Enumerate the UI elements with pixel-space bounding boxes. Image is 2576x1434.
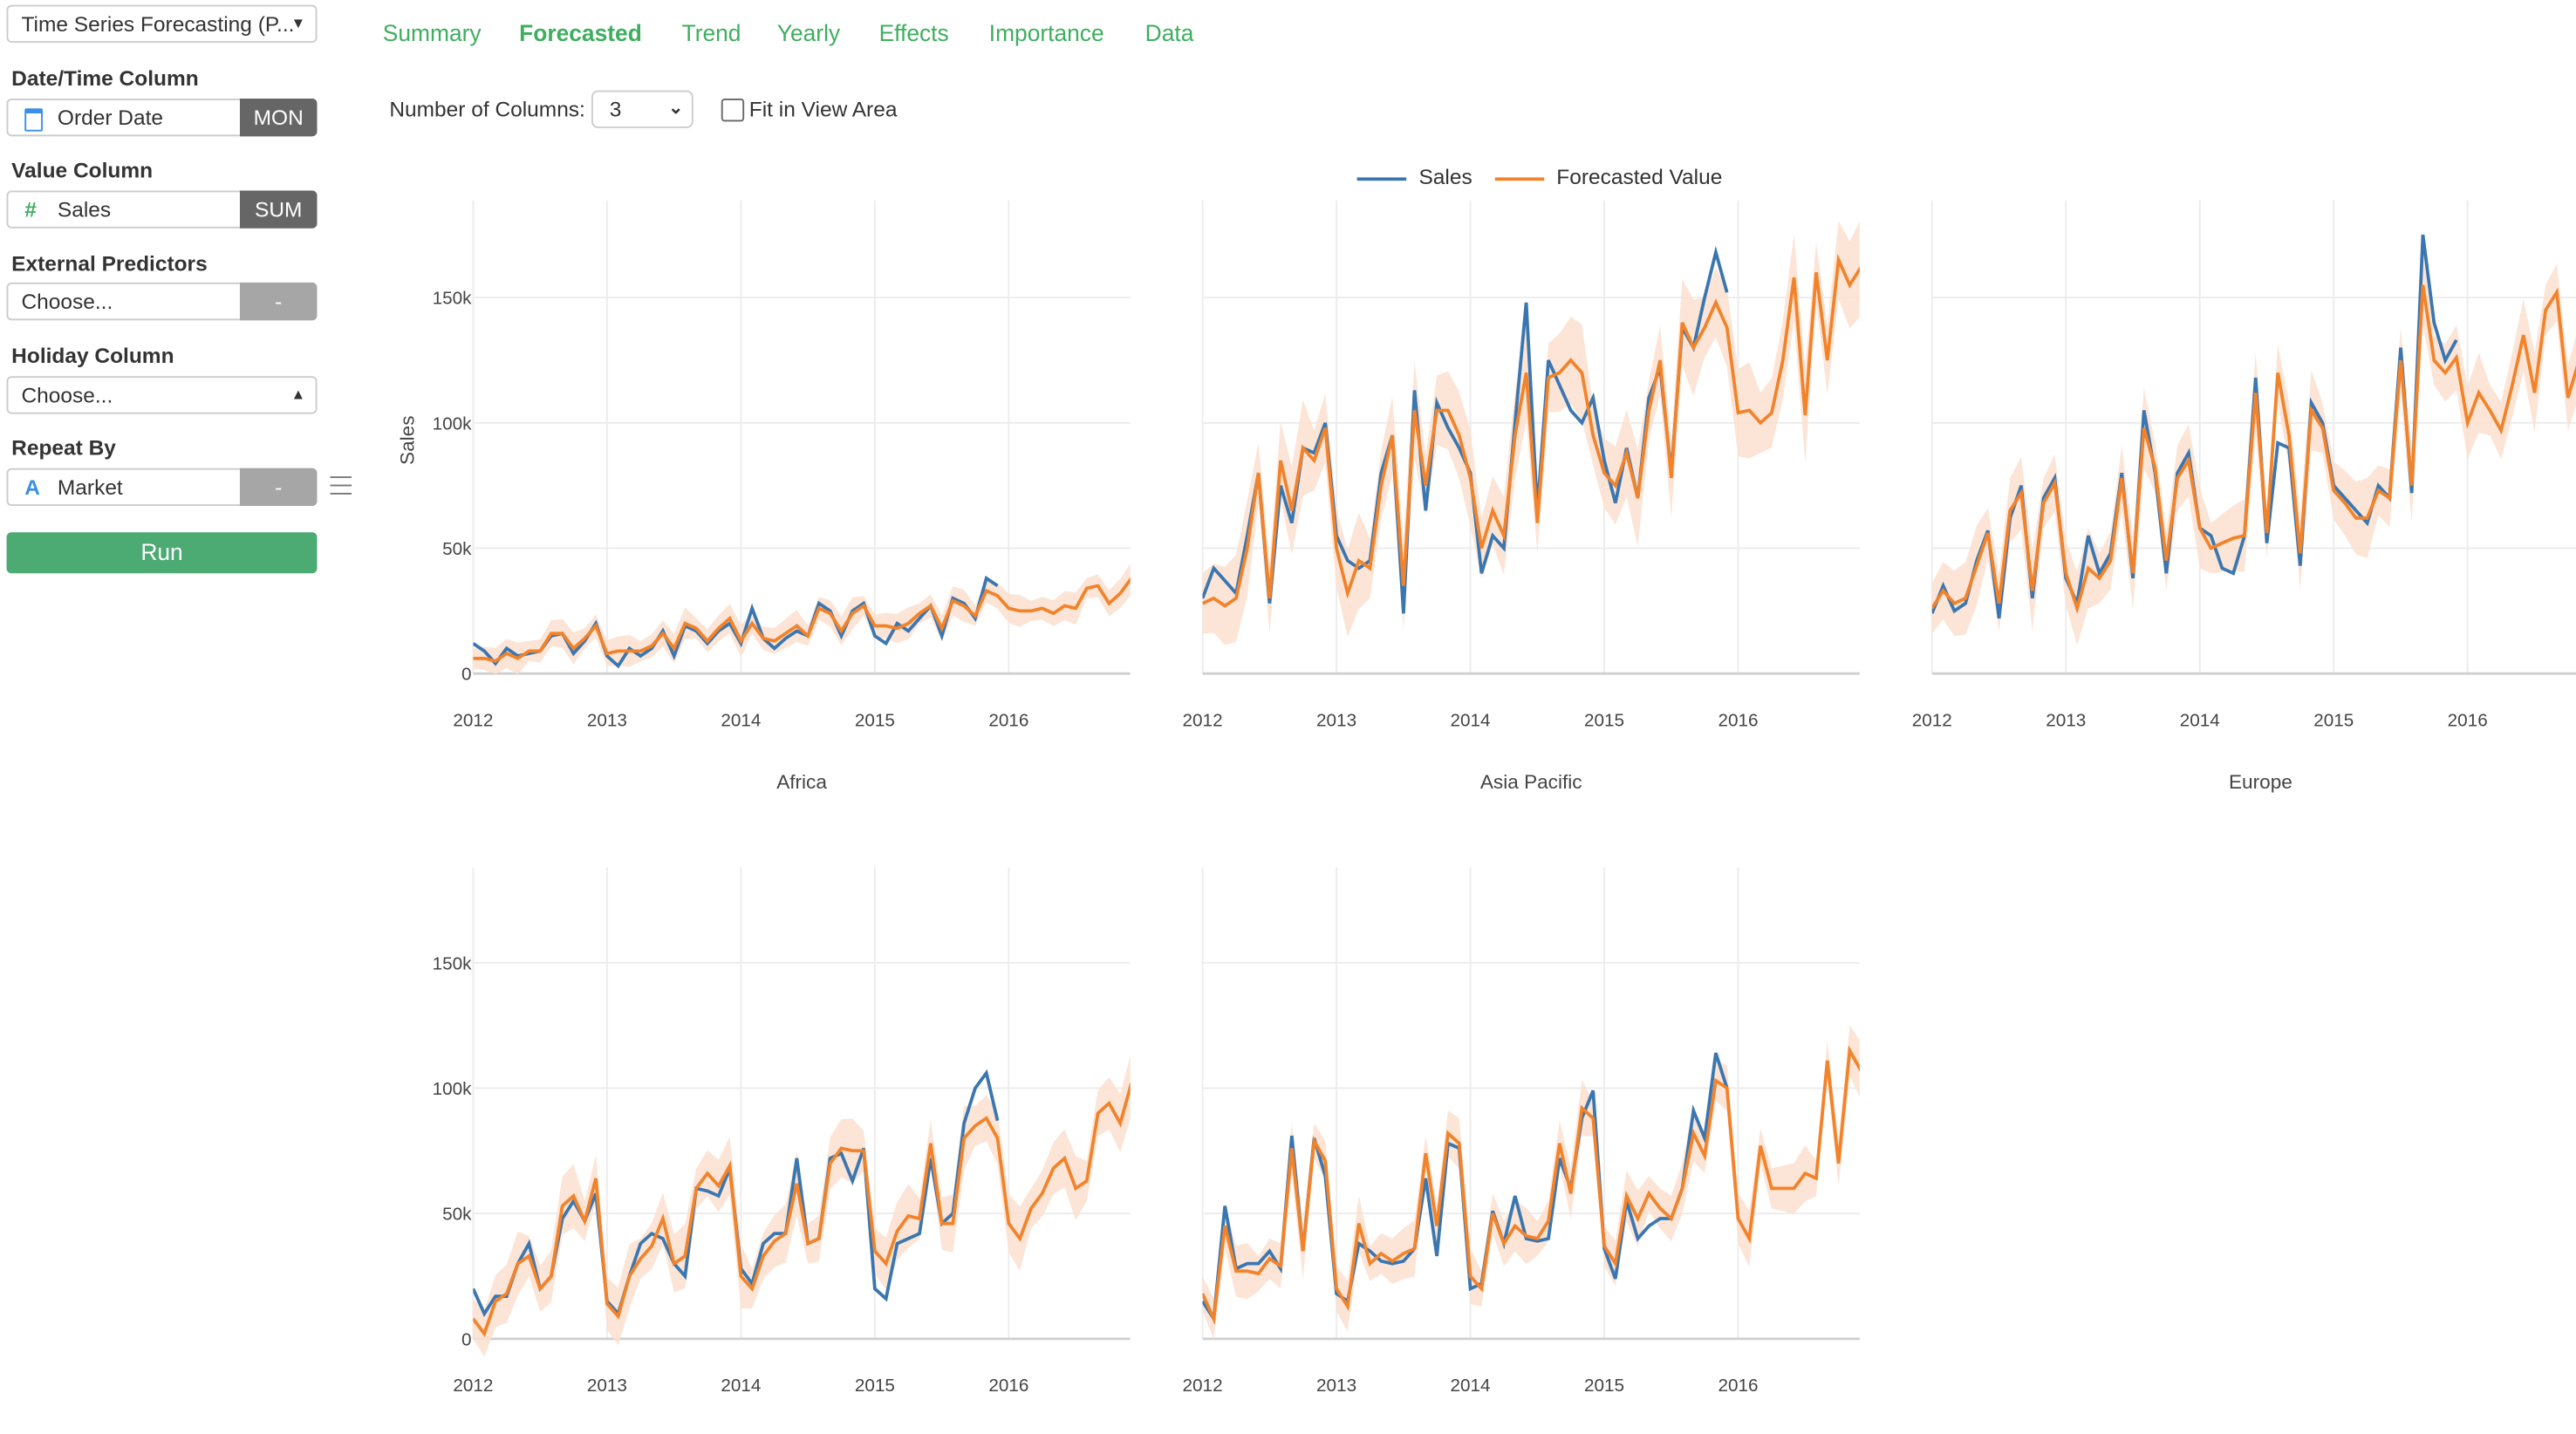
repeat-by-button[interactable]: -: [239, 468, 318, 507]
x-tick-label: 2014: [1451, 710, 1491, 730]
caret-down-icon: ▼: [290, 14, 306, 31]
analytics-type-value: Time Series Forecasting (P...: [21, 11, 295, 37]
x-tick-label: 2013: [587, 710, 627, 730]
forecast-line: [1202, 253, 1860, 608]
x-tick-label: 2015: [2313, 710, 2354, 730]
y-tick-label: 100k: [433, 1079, 473, 1099]
y-tick-label: 50k: [442, 1205, 472, 1225]
tab-forecasted[interactable]: Forecasted: [519, 19, 642, 46]
x-tick-label: 2013: [1316, 710, 1356, 730]
datetime-column-label: Date/Time Column: [11, 65, 199, 91]
holiday-column-value: Choose...: [21, 382, 113, 408]
external-predictors-value: Choose...: [21, 289, 113, 314]
sales-line: [1931, 234, 2458, 619]
forecast-line: [1202, 1045, 1860, 1325]
text-type-icon: A: [24, 475, 40, 500]
y-tick-label: 0: [461, 665, 472, 685]
x-tick-label: 2013: [1316, 1376, 1356, 1396]
number-hash-icon: #: [24, 196, 37, 222]
x-tick-label: 2014: [721, 710, 761, 730]
panel-title: Europe: [2229, 771, 2292, 793]
y-tick-label: 100k: [433, 413, 473, 434]
forecast-interval-band: [1931, 244, 2576, 645]
tab-summary[interactable]: Summary: [382, 19, 482, 46]
repeat-by-label: Repeat By: [11, 435, 116, 461]
forecast-interval-band: [473, 563, 1131, 675]
holiday-column-select[interactable]: Choose... ▲: [6, 376, 318, 414]
holiday-column-label: Holiday Column: [11, 343, 174, 368]
x-tick-label: 2012: [453, 1376, 493, 1396]
tab-data[interactable]: Data: [1145, 19, 1194, 46]
number-of-columns-select[interactable]: 3 ⌄: [591, 90, 694, 128]
y-tick-label: 150k: [433, 289, 473, 309]
x-tick-label: 2012: [1183, 710, 1223, 730]
value-column-value: Sales: [57, 196, 112, 222]
x-tick-label: 2016: [1718, 1376, 1759, 1396]
tab-trend[interactable]: Trend: [681, 19, 741, 46]
panel-title: Africa: [776, 771, 827, 793]
value-column-label: Value Column: [11, 157, 154, 183]
datetime-column-value: Order Date: [57, 105, 164, 130]
external-predictors-button[interactable]: -: [239, 282, 318, 321]
x-tick-label: 2012: [453, 710, 493, 730]
run-button[interactable]: Run: [6, 532, 318, 574]
x-tick-label: 2014: [1451, 1376, 1491, 1396]
x-tick-label: 2013: [587, 1376, 627, 1396]
panel-europe: 2012 2013 2014 2015 2016 Europe: [1912, 200, 2576, 793]
x-tick-label: 2015: [1584, 710, 1624, 730]
analytics-type-select[interactable]: Time Series Forecasting (P... ▼: [6, 4, 318, 43]
calendar-icon: [24, 108, 43, 132]
number-of-columns-label: Number of Columns:: [389, 97, 585, 122]
external-predictors-label: External Predictors: [11, 251, 208, 277]
y-tick-label: 50k: [442, 539, 472, 559]
tab-importance[interactable]: Importance: [988, 19, 1104, 46]
fit-in-view-label: Fit in View Area: [748, 97, 898, 122]
repeat-by-value: Market: [57, 475, 123, 500]
panel-title: Asia Pacific: [1480, 771, 1582, 793]
x-tick-label: 2016: [2448, 710, 2488, 730]
panel-3: 2012 2013 2014 2015 2016 0 50k 100k 150k: [433, 867, 1131, 1396]
x-tick-label: 2013: [2046, 710, 2086, 730]
tab-yearly[interactable]: Yearly: [776, 19, 841, 46]
number-of-columns-value: 3: [609, 97, 622, 122]
forecast-line: [473, 1082, 1131, 1338]
chevron-down-icon: ⌄: [668, 98, 684, 119]
x-tick-label: 2012: [1183, 1376, 1223, 1396]
datetime-unit-button[interactable]: MON: [239, 98, 318, 137]
y-tick-label: 150k: [433, 953, 473, 973]
tab-effects[interactable]: Effects: [878, 19, 949, 46]
x-tick-label: 2015: [855, 710, 895, 730]
forecast-interval-band: [1202, 1025, 1860, 1340]
legend-forecast-label: Forecasted Value: [1556, 164, 1723, 189]
x-tick-label: 2016: [1718, 710, 1759, 730]
menu-icon[interactable]: [330, 476, 352, 495]
y-axis-title: Sales: [397, 415, 419, 464]
x-tick-label: 2015: [1584, 1376, 1624, 1396]
x-tick-label: 2014: [721, 1376, 761, 1396]
x-tick-label: 2012: [1912, 710, 1952, 730]
forecast-line: [473, 577, 1131, 663]
legend: Sales Forecasted Value: [1356, 164, 1723, 190]
fit-in-view-checkbox[interactable]: [721, 98, 745, 122]
x-tick-label: 2015: [855, 1376, 895, 1396]
panel-africa: 2012 2013 2014 2015 2016 0 50k 100k 150k Africa: [433, 200, 1131, 793]
legend-forecast-swatch: [1494, 176, 1544, 181]
panel-4: 2012 2013 2014 2015 2016: [1183, 867, 1860, 1396]
panel-asia-pacific: 2012 2013 2014 2015 2016 Asia Pacific: [1183, 200, 1860, 793]
y-tick-label: 0: [461, 1329, 472, 1349]
caret-up-icon: ▲: [290, 386, 306, 403]
x-tick-label: 2016: [988, 710, 1028, 730]
legend-sales-swatch: [1356, 176, 1407, 181]
forecast-line: [1931, 284, 2576, 614]
x-tick-label: 2016: [988, 1376, 1028, 1396]
value-agg-button[interactable]: SUM: [239, 190, 318, 229]
legend-sales-label: Sales: [1418, 164, 1472, 189]
x-tick-label: 2014: [2180, 710, 2220, 730]
